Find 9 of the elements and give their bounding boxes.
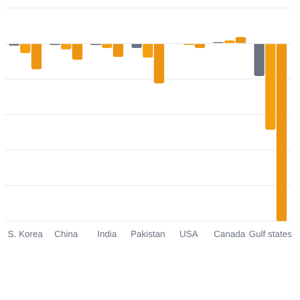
bar xyxy=(254,44,264,76)
bar xyxy=(132,44,142,48)
x-tick-label: S. Korea xyxy=(8,229,43,240)
x-tick-label: Canada xyxy=(214,229,246,240)
x-tick-label: Pakistan xyxy=(130,229,166,240)
x-tick-label: China xyxy=(54,229,78,240)
x-tick-label: USA xyxy=(179,229,198,240)
x-tick-label: India xyxy=(97,229,117,240)
x-tick-label: Gulf states xyxy=(248,229,292,240)
